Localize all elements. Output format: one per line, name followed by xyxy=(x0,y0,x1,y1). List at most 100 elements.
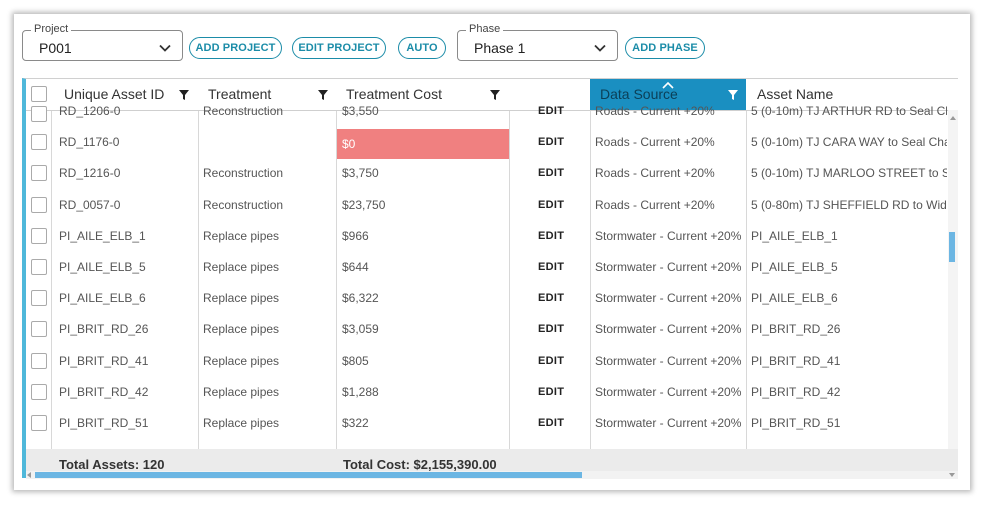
row-checkbox[interactable] xyxy=(31,106,47,122)
table-row[interactable]: RD_1206-0 Reconstruction $3,550 EDIT Roads -… xyxy=(26,96,958,127)
table-row[interactable]: RD_1216-0 Reconstruction $3,750 EDIT Roads -… xyxy=(26,158,958,189)
edit-button[interactable]: EDIT xyxy=(538,417,565,429)
data-source-cell: Stormwater - Current +20% xyxy=(595,416,742,430)
project-select-value: P001 xyxy=(39,40,72,56)
vertical-scrollbar-thumb[interactable] xyxy=(949,232,955,262)
table-row[interactable]: PI_BRIT_RD_41 Replace pipes $805 EDIT Stormw… xyxy=(26,346,958,377)
treatment-cell: Replace pipes xyxy=(203,228,280,243)
scroll-up-arrow[interactable] xyxy=(950,116,956,120)
edit-button[interactable]: EDIT xyxy=(538,136,565,149)
asset-id-cell: PI_BRIT_RD_51 xyxy=(59,416,149,430)
horizontal-scrollbar[interactable] xyxy=(26,471,958,479)
asset-id-cell: PI_BRIT_RD_26 xyxy=(59,322,149,337)
asset-name-cell: PI_BRIT_RD_41 xyxy=(751,353,841,368)
column-header-asset-name[interactable]: Asset Name xyxy=(757,86,834,102)
row-checkbox[interactable] xyxy=(31,290,47,307)
treatment-cell: Reconstruction xyxy=(203,104,284,118)
table-row[interactable]: PI_BRIT_RD_51 Replace pipes $322 EDIT Stormw… xyxy=(26,408,958,439)
edit-button[interactable]: EDIT xyxy=(538,292,565,305)
phase-select[interactable]: Phase Phase 1 xyxy=(457,22,618,61)
chevron-down-icon xyxy=(159,44,171,52)
chevron-down-icon xyxy=(594,44,606,52)
phase-select-label: Phase xyxy=(466,22,504,36)
edit-button[interactable]: EDIT xyxy=(538,354,565,367)
column-divider xyxy=(590,79,591,449)
asset-id-cell: PI_AILE_ELB_6 xyxy=(59,291,146,306)
horizontal-scrollbar-thumb[interactable] xyxy=(35,472,582,478)
data-source-cell: Stormwater - Current +20% xyxy=(595,228,742,243)
edit-button[interactable]: EDIT xyxy=(538,385,565,398)
column-divider xyxy=(336,79,337,449)
table-row[interactable]: PI_AILE_ELB_5 Replace pipes $644 EDIT Stormw… xyxy=(26,252,958,283)
column-header-data-source-bg xyxy=(590,79,746,110)
edit-button[interactable]: EDIT xyxy=(538,198,565,211)
row-checkbox[interactable] xyxy=(31,352,47,369)
filter-icon[interactable] xyxy=(728,90,738,100)
column-header-data-source[interactable]: Data Source xyxy=(600,86,678,102)
row-checkbox[interactable] xyxy=(31,196,47,213)
treatment-cell: Replace pipes xyxy=(203,353,280,368)
asset-name-cell: PI_AILE_ELB_6 xyxy=(751,291,838,306)
edit-button[interactable]: EDIT xyxy=(538,167,565,180)
edit-button[interactable]: EDIT xyxy=(538,323,565,336)
data-source-cell: Stormwater - Current +20% xyxy=(595,353,742,368)
project-select[interactable]: Project P001 xyxy=(22,22,183,61)
asset-name-cell: 5 (0-10m) TJ CARA WAY to Seal Change xyxy=(751,135,947,150)
asset-id-cell: PI_AILE_ELB_1 xyxy=(59,228,146,243)
add-phase-button[interactable]: ADD PHASE xyxy=(625,37,705,59)
table-row[interactable]: RD_1176-0 $0 EDIT Roads - Current +20% 5 (0-… xyxy=(26,127,958,160)
edit-project-button[interactable]: EDIT PROJECT xyxy=(292,37,386,59)
data-source-cell: Stormwater - Current +20% xyxy=(595,260,742,274)
row-checkbox[interactable] xyxy=(31,259,47,275)
treatment-cell: Replace pipes xyxy=(203,291,280,306)
treatment-cell: Replace pipes xyxy=(203,416,280,430)
edit-button[interactable]: EDIT xyxy=(538,261,565,273)
table-row[interactable]: PI_AILE_ELB_6 Replace pipes $6,322 EDIT Stor… xyxy=(26,283,958,314)
treatment-cost-cell: $6,322 xyxy=(342,291,379,306)
table-row[interactable]: PI_BRIT_RD_26 Replace pipes $3,059 EDIT Stor… xyxy=(26,314,958,345)
vertical-scrollbar[interactable] xyxy=(948,110,958,449)
total-assets: Total Assets: 120 xyxy=(59,457,165,472)
data-source-cell: Stormwater - Current +20% xyxy=(595,384,742,399)
filter-icon[interactable] xyxy=(179,90,189,100)
filter-icon[interactable] xyxy=(490,90,500,100)
asset-id-cell: RD_1216-0 xyxy=(59,166,121,181)
column-header-treatment[interactable]: Treatment xyxy=(208,86,272,102)
column-header-asset-id[interactable]: Unique Asset ID xyxy=(64,86,165,102)
column-divider xyxy=(198,79,199,449)
table-row[interactable]: PI_BRIT_RD_42 Replace pipes $1,288 EDIT Stor… xyxy=(26,377,958,408)
treatment-cost-cell: $23,750 xyxy=(342,197,386,212)
asset-id-cell: PI_AILE_ELB_5 xyxy=(59,260,146,274)
row-checkbox[interactable] xyxy=(31,134,47,151)
filter-icon[interactable] xyxy=(318,90,328,100)
add-project-button[interactable]: ADD PROJECT xyxy=(189,37,282,59)
grid-footer: Total Assets: 120 Total Cost: $2,155,390… xyxy=(26,449,958,479)
edit-button[interactable]: EDIT xyxy=(538,229,565,242)
asset-name-cell: PI_BRIT_RD_26 xyxy=(751,322,841,337)
treatment-cell: Reconstruction xyxy=(203,166,284,181)
data-source-cell: Roads - Current +20% xyxy=(595,104,715,118)
column-header-treatment-cost[interactable]: Treatment Cost xyxy=(346,86,442,102)
table-row[interactable]: RD_0057-0 Reconstruction $23,750 EDIT Roads … xyxy=(26,190,958,221)
row-checkbox[interactable] xyxy=(31,383,47,400)
treatment-cell: Replace pipes xyxy=(203,322,280,337)
treatment-cell: Replace pipes xyxy=(203,384,280,399)
row-checkbox[interactable] xyxy=(31,227,47,244)
row-checkbox[interactable] xyxy=(31,415,47,431)
edit-button[interactable]: EDIT xyxy=(538,105,565,117)
treatment-cell: Replace pipes xyxy=(203,260,280,274)
asset-id-cell: RD_1206-0 xyxy=(59,104,121,118)
select-all-checkbox[interactable] xyxy=(31,86,47,102)
sort-ascending-icon[interactable] xyxy=(662,81,674,89)
scroll-down-arrow[interactable] xyxy=(949,473,955,477)
table-row[interactable]: PI_AILE_ELB_1 Replace pipes $966 EDIT Stormw… xyxy=(26,221,958,252)
data-source-cell: Roads - Current +20% xyxy=(595,135,715,150)
asset-id-cell: RD_1176-0 xyxy=(59,135,120,150)
data-source-cell: Stormwater - Current +20% xyxy=(595,322,742,337)
row-checkbox[interactable] xyxy=(31,165,47,182)
treatment-cell: Reconstruction xyxy=(203,197,284,212)
scroll-left-arrow[interactable] xyxy=(27,472,31,478)
treatment-cost-cell: $322 xyxy=(342,416,369,430)
row-checkbox[interactable] xyxy=(31,321,47,338)
auto-button[interactable]: AUTO xyxy=(398,37,446,59)
